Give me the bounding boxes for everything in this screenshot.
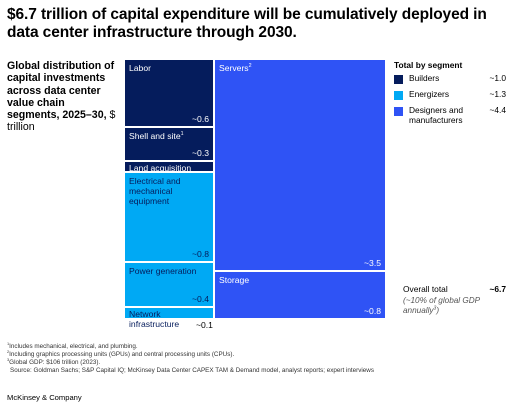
footnote-text: Global GDP: $106 trillion (2023). — [9, 359, 101, 366]
cell-label-servers: Servers2 — [219, 63, 383, 73]
cell-network-infrastructure: Network infrastructure — [124, 307, 214, 329]
total-note-text: (~10% of global GDP annually — [403, 296, 480, 315]
cell-label-sup: 2 — [248, 63, 252, 70]
chart-title: $6.7 trillion of capital expenditure wil… — [7, 6, 487, 41]
cell-labor: Labor ~0.6 — [124, 59, 214, 127]
overall-total-note: (~10% of global GDP annually3) — [403, 296, 498, 316]
chart-subtitle: Global distribution of capital investmen… — [7, 60, 119, 134]
cell-label-shell-and-site: Shell and site1 — [129, 131, 211, 141]
legend-title: Total by segment — [394, 60, 463, 70]
legend-item-designers-and-manufacturers: Designers and manufacturers ~4.4 — [394, 105, 506, 129]
cell-value-shell-and-site: ~0.3 — [192, 148, 209, 158]
legend-swatch — [394, 91, 403, 100]
legend-value: ~4.4 — [489, 105, 506, 115]
legend-value: ~1.3 — [489, 89, 506, 99]
cell-value-labor: ~0.6 — [192, 114, 209, 124]
cell-label-sup: 1 — [180, 131, 184, 138]
legend-swatch — [394, 75, 403, 84]
cell-value-power-generation: ~0.4 — [192, 294, 209, 304]
footnote-marker: 3 — [7, 356, 10, 362]
footnote: 1Includes mechanical, electrical, and pl… — [7, 340, 507, 351]
footnote: 2Including graphics processing units (GP… — [7, 348, 507, 359]
legend-item-builders: Builders ~1.0 — [394, 73, 506, 85]
legend-label: Designers and manufacturers — [409, 105, 464, 125]
total-note-sup: 3 — [433, 305, 437, 312]
cell-label-power-generation: Power generation — [129, 266, 211, 276]
network-infrastructure-value: ~0.1 — [196, 320, 213, 330]
cell-label-storage: Storage — [219, 275, 383, 285]
cell-land-acquisition: Land acquisition ~0.1 — [124, 161, 214, 183]
overall-total-value: ~6.7 — [489, 284, 506, 294]
total-note-end: ) — [436, 306, 440, 315]
cell-label-text: Labor — [129, 63, 151, 73]
cell-label-text: Network infrastructure — [129, 309, 180, 329]
cell-value-storage: ~0.8 — [364, 306, 381, 316]
footnote-text: Includes mechanical, electrical, and plu… — [9, 343, 138, 350]
footnote-marker: 2 — [7, 348, 10, 354]
overall-total-label: Overall total — [403, 284, 448, 294]
cell-label-text: Power generation — [129, 266, 197, 276]
brand-name: McKinsey & Company — [7, 393, 82, 402]
legend-item-energizers: Energizers ~1.3 — [394, 89, 506, 101]
cell-label-text: Electrical and mechanical equipment — [129, 176, 181, 206]
cell-servers: Servers2 ~3.5 — [214, 59, 386, 271]
cell-value-electrical-and-mechanical-equipment: ~0.8 — [192, 249, 209, 259]
cell-power-generation: Power generation ~0.4 — [124, 262, 214, 307]
cell-label-electrical-and-mechanical-equipment: Electrical and mechanical equipment — [129, 176, 211, 206]
cell-electrical-and-mechanical-equipment: Electrical and mechanical equipment ~0.8 — [124, 172, 214, 262]
cell-label-text: Storage — [219, 275, 250, 285]
cell-label-text: Land acquisition — [129, 163, 192, 173]
legend-label: Energizers — [409, 89, 450, 99]
footnote-text: Source: Goldman Sachs; S&P Capital IQ; M… — [10, 367, 374, 374]
cell-label-network-infrastructure: Network infrastructure — [129, 309, 213, 329]
cell-value-servers: ~3.5 — [364, 258, 381, 268]
legend-value: ~1.0 — [489, 73, 506, 83]
cell-shell-and-site: Shell and site1 ~0.3 — [124, 127, 214, 161]
legend-swatch — [394, 107, 403, 116]
footnote: Source: Goldman Sachs; S&P Capital IQ; M… — [7, 367, 507, 375]
subtitle-unit: $ trillion — [7, 109, 116, 134]
footnote: 3Global GDP: $106 trillion (2023). — [7, 356, 507, 367]
cell-label-text: Servers — [219, 63, 249, 73]
footnote-text: Including graphics processing units (GPU… — [9, 351, 235, 358]
treemap-chart: Labor ~0.6 Shell and site1 ~0.3 Land acquisi… — [124, 59, 386, 329]
cell-label-text: Shell and site — [129, 131, 181, 141]
cell-label-labor: Labor — [129, 63, 211, 73]
footnote-marker: 1 — [7, 340, 10, 346]
cell-storage: Storage ~0.8 — [214, 271, 386, 319]
footnotes: 1Includes mechanical, electrical, and pl… — [7, 340, 507, 375]
legend-label: Builders — [409, 73, 440, 83]
subtitle-text: Global distribution of capital investmen… — [7, 60, 115, 122]
